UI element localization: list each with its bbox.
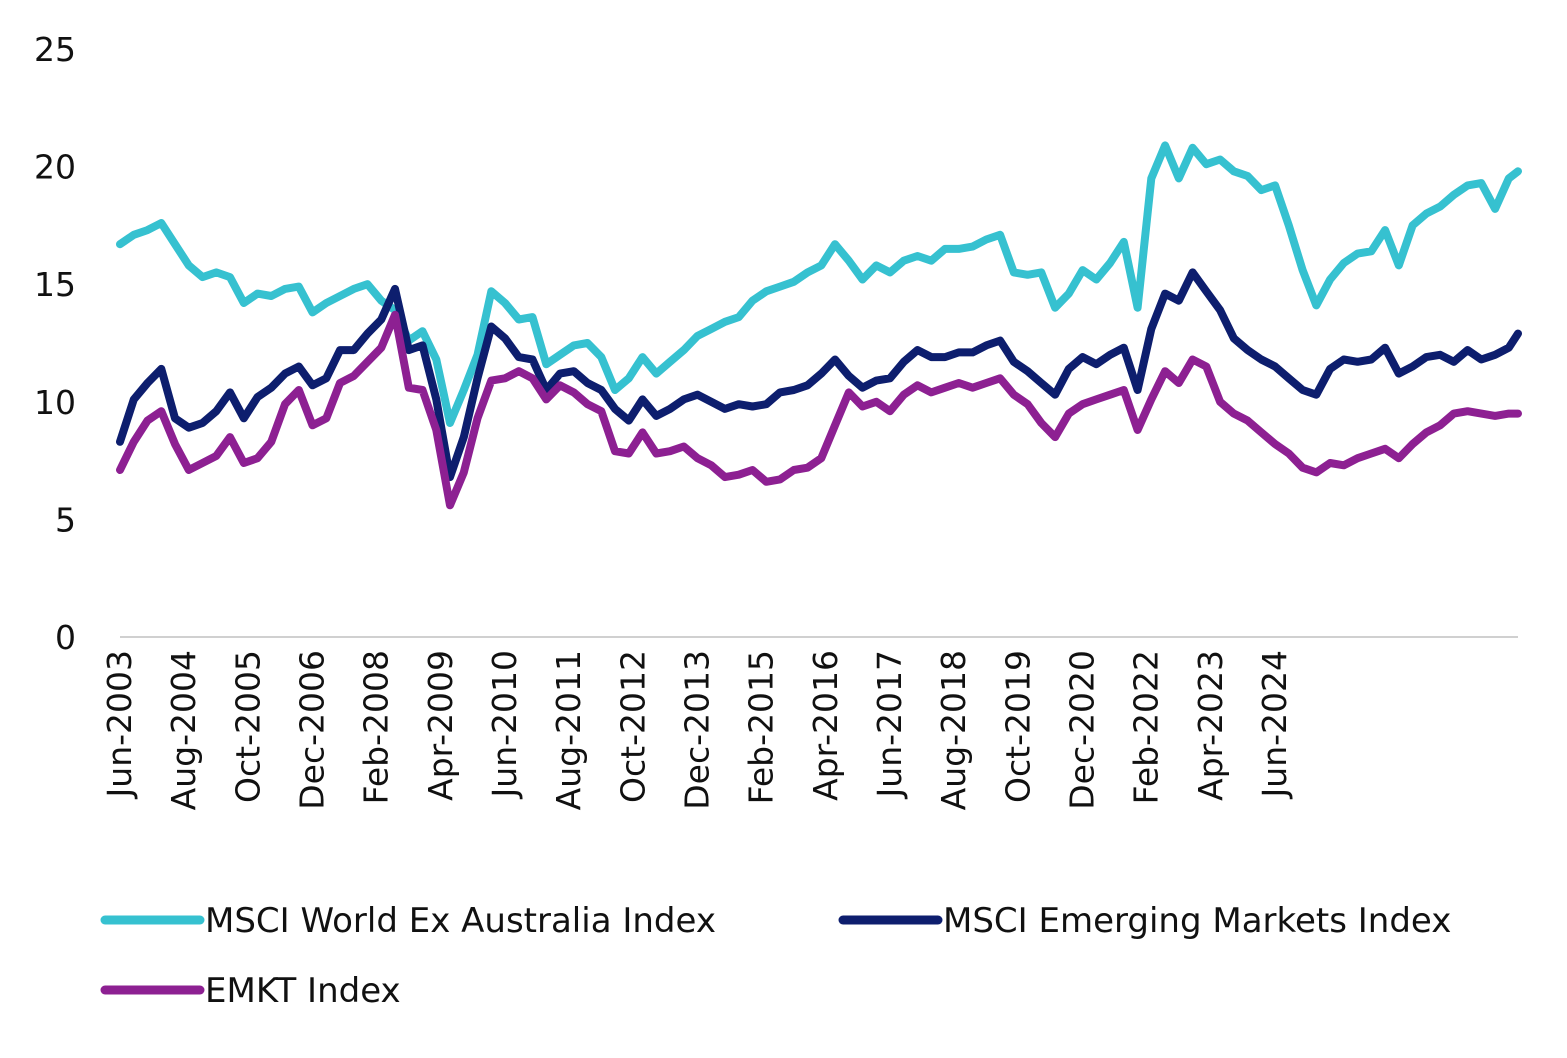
x-tick-label: Feb-2008 — [357, 650, 396, 804]
legend[interactable]: MSCI World Ex Australia Index MSCI Emergi… — [100, 901, 1451, 1011]
series-lines — [116, 141, 1522, 510]
x-tick-label: Apr-2023 — [1191, 650, 1230, 801]
x-tick-label: Jun-2003 — [100, 650, 139, 799]
series-line-0 — [116, 141, 1522, 427]
legend-item-0[interactable]: MSCI World Ex Australia Index — [100, 901, 716, 941]
legend-label: EMKT Index — [205, 971, 401, 1011]
x-tick-label: Oct-2019 — [998, 650, 1037, 803]
x-tick-label: Dec-2006 — [293, 650, 332, 810]
y-tick-label: 15 — [34, 265, 76, 304]
legend-label: MSCI Emerging Markets Index — [943, 901, 1451, 941]
x-tick-label: Jun-2024 — [1255, 650, 1294, 799]
x-tick-label: Apr-2009 — [421, 650, 460, 801]
y-tick-label: 0 — [55, 618, 76, 657]
x-tick-label: Oct-2005 — [228, 650, 267, 803]
x-tick-label: Jun-2010 — [485, 650, 524, 799]
x-tick-label: Jun-2017 — [870, 650, 909, 799]
y-tick-label: 10 — [34, 383, 76, 422]
y-tick-label: 20 — [34, 148, 76, 187]
x-tick-label: Aug-2011 — [549, 650, 588, 810]
y-tick-label: 5 — [55, 500, 76, 539]
x-axis-ticks: Jun-2003 Aug-2004 Oct-2005 Dec-2006 Feb-2008… — [100, 650, 1294, 810]
x-tick-label: Apr-2016 — [806, 650, 845, 801]
legend-item-2[interactable]: EMKT Index — [100, 971, 401, 1011]
x-tick-label: Feb-2022 — [1127, 650, 1166, 804]
series-line-2 — [116, 310, 1522, 510]
x-tick-label: Feb-2015 — [742, 650, 781, 804]
x-tick-label: Dec-2013 — [678, 650, 717, 810]
series-line-1 — [116, 268, 1522, 482]
y-axis-ticks: 0 5 10 15 20 25 — [34, 30, 76, 657]
x-tick-label: Oct-2012 — [613, 650, 652, 803]
x-tick-label: Dec-2020 — [1063, 650, 1102, 810]
y-tick-label: 25 — [34, 30, 76, 69]
x-tick-label: Aug-2018 — [934, 650, 973, 810]
x-tick-label: Aug-2004 — [164, 650, 203, 810]
legend-item-1[interactable]: MSCI Emerging Markets Index — [838, 901, 1451, 941]
legend-label: MSCI World Ex Australia Index — [205, 901, 716, 941]
